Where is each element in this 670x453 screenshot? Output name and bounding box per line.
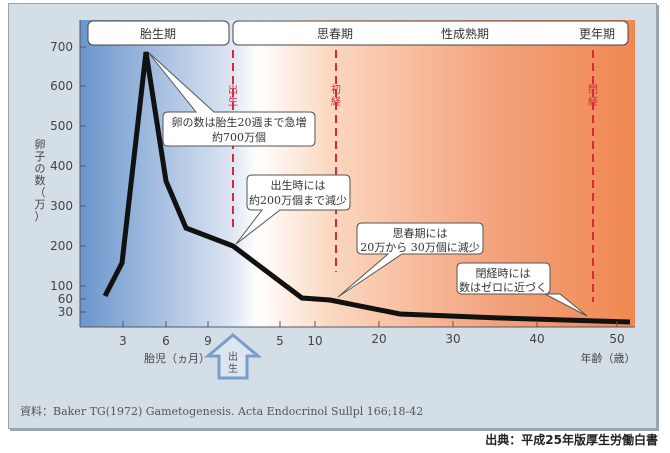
svg-text:3: 3 [119,334,127,348]
callout-peak-line2: 約700万個 [212,130,266,144]
svg-text:30: 30 [58,305,73,319]
svg-text:30: 30 [445,332,460,346]
period-label-menopause-period: 更年期 [579,27,615,41]
svg-text:10: 10 [307,334,322,348]
svg-text:5: 5 [276,334,284,348]
svg-text:卵: 卵 [35,138,46,151]
x-axis-title-fetal: 胎児（ヵ月） [144,351,210,365]
menarche-marker-label-2: 経 [331,95,341,108]
svg-text:200: 200 [50,239,73,253]
svg-text:100: 100 [50,279,73,293]
svg-text:700: 700 [50,40,73,54]
callout-peak-line1: 卵の数は胎生20週まで急増 [172,115,307,129]
x-tick-labels: 3 6 9 5 10 20 30 40 50 [119,321,625,348]
callout-peak [147,51,316,147]
svg-text:50: 50 [609,332,624,346]
svg-text:20: 20 [371,332,386,346]
source-note: 資料：Baker TG(1972) Gametogenesis. Acta En… [20,405,424,418]
menopause-marker-label-2: 経 [588,95,598,108]
period-label-puberty: 思春期 [317,27,353,41]
svg-text:40: 40 [529,332,544,346]
period-label-fetal: 胎生期 [140,27,176,41]
svg-text:万: 万 [35,198,46,211]
svg-text:60: 60 [58,292,73,306]
svg-text:子: 子 [35,150,46,163]
svg-text:400: 400 [50,159,73,173]
y-tick-labels: 700 600 500 400 300 200 100 60 30 [50,40,86,319]
period-box-fetal [87,20,230,46]
svg-text:数: 数 [35,174,46,187]
svg-text:6: 6 [162,334,170,348]
period-box-postnatal [232,20,629,46]
birth-marker-label-2: 生 [228,95,238,108]
credit-note: 出典：平成25年版厚生労働白書 [485,433,658,447]
callout-menopause-line1: 閉経時には [476,267,531,280]
oocyte-count-curve [102,51,631,325]
callout-puberty-line1: 思春期には [393,227,448,240]
callout-birth [235,174,351,245]
callout-birth-line2: 約200万個まで減少 [249,193,347,207]
callout-menopause [456,262,588,317]
svg-text:の: の [35,162,46,175]
callout-puberty [337,222,484,298]
birth-arrow-label-2: 生 [228,362,238,375]
svg-text:（: （ [35,186,46,199]
birth-marker-label-1: 出 [228,83,238,96]
svg-text:500: 500 [50,119,73,133]
svg-text:600: 600 [50,79,73,93]
callout-menopause-line2: 数はゼロに近づく [459,281,547,294]
callout-puberty-line2: 20万から 30万個に減少 [360,240,480,254]
menopause-marker-label-1: 閉 [588,84,598,96]
x-axis-title-age: 年齢（歳） [581,351,636,365]
period-label-maturity: 性成熟期 [441,26,489,41]
menarche-marker-label-1: 初 [331,83,341,96]
birth-arrow-icon [203,333,263,380]
svg-text:9: 9 [204,334,212,348]
svg-text:300: 300 [50,199,73,213]
y-axis-title: 卵 子 の 数 （ 万 ） [35,138,46,223]
callout-birth-line1: 出生時には [271,178,326,192]
birth-arrow-label-1: 出 [228,350,238,363]
svg-text:）: ） [35,210,46,223]
